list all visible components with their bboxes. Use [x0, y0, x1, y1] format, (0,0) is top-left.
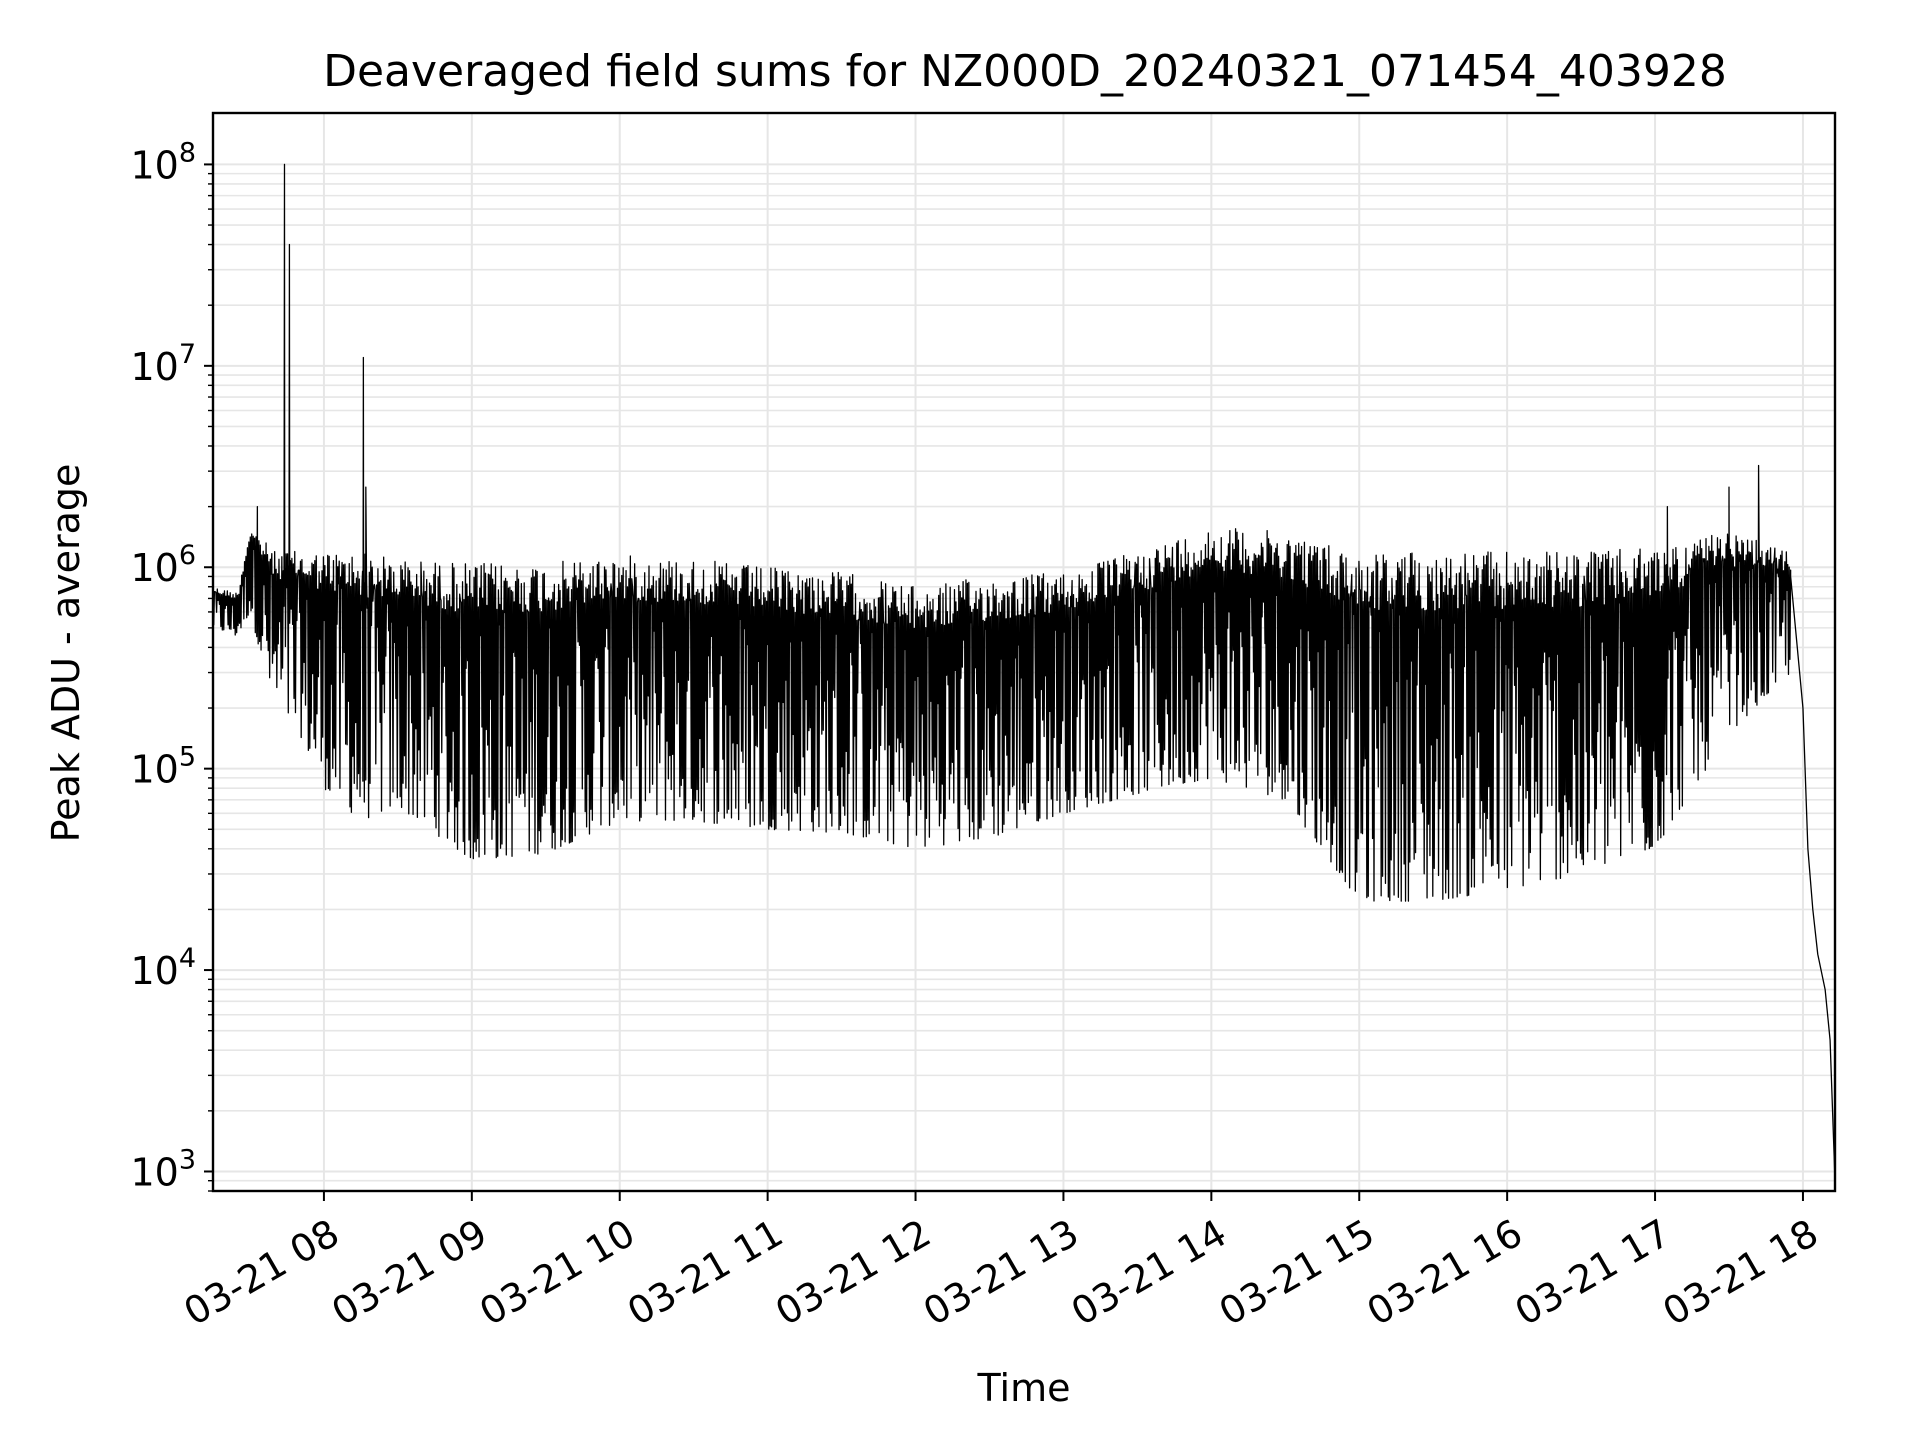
x-axis-label: Time [977, 1366, 1071, 1410]
y-tick-label: 107 [130, 339, 196, 389]
x-tick-label: 03-21 12 [768, 1211, 938, 1335]
x-tick-label: 03-21 09 [324, 1211, 494, 1335]
y-tick-exponent: 3 [179, 1144, 196, 1175]
y-tick-exponent: 5 [179, 742, 196, 773]
x-tick-label: 03-21 10 [472, 1211, 642, 1335]
x-tick-label: 03-21 17 [1508, 1211, 1678, 1335]
x-tick-label: 03-21 11 [620, 1211, 790, 1335]
y-tick-exponent: 6 [179, 540, 196, 571]
x-tick-label: 03-21 13 [916, 1211, 1086, 1335]
y-tick-label: 103 [130, 1144, 196, 1194]
y-tick-base: 10 [130, 546, 178, 590]
y-tick-exponent: 7 [179, 339, 196, 370]
y-tick-base: 10 [130, 143, 178, 187]
chart-title: Deaveraged field sums for NZ000D_2024032… [323, 46, 1727, 97]
y-axis-label: Peak ADU - average [44, 464, 88, 843]
y-tick-base: 10 [130, 345, 178, 389]
series-layer [212, 163, 1836, 1181]
y-tick-base: 10 [130, 748, 178, 792]
plot-frame [211, 111, 1837, 1193]
x-tick-label: 03-21 15 [1212, 1211, 1382, 1335]
x-tick-label: 03-21 16 [1360, 1211, 1530, 1335]
y-tick-label: 106 [130, 540, 196, 590]
x-tick-label: 03-21 14 [1064, 1211, 1234, 1335]
series-line [212, 163, 1836, 1181]
y-tick-label: 108 [130, 137, 196, 187]
y-tick-label: 105 [130, 742, 196, 792]
y-tick-base: 10 [130, 1150, 178, 1194]
x-tick-label: 03-21 08 [176, 1211, 346, 1335]
x-tick-label: 03-21 18 [1655, 1211, 1825, 1335]
y-tick-exponent: 8 [179, 137, 196, 168]
y-tick-base: 10 [130, 949, 178, 993]
y-tick-exponent: 4 [179, 943, 196, 974]
y-tick-label: 104 [130, 943, 196, 993]
